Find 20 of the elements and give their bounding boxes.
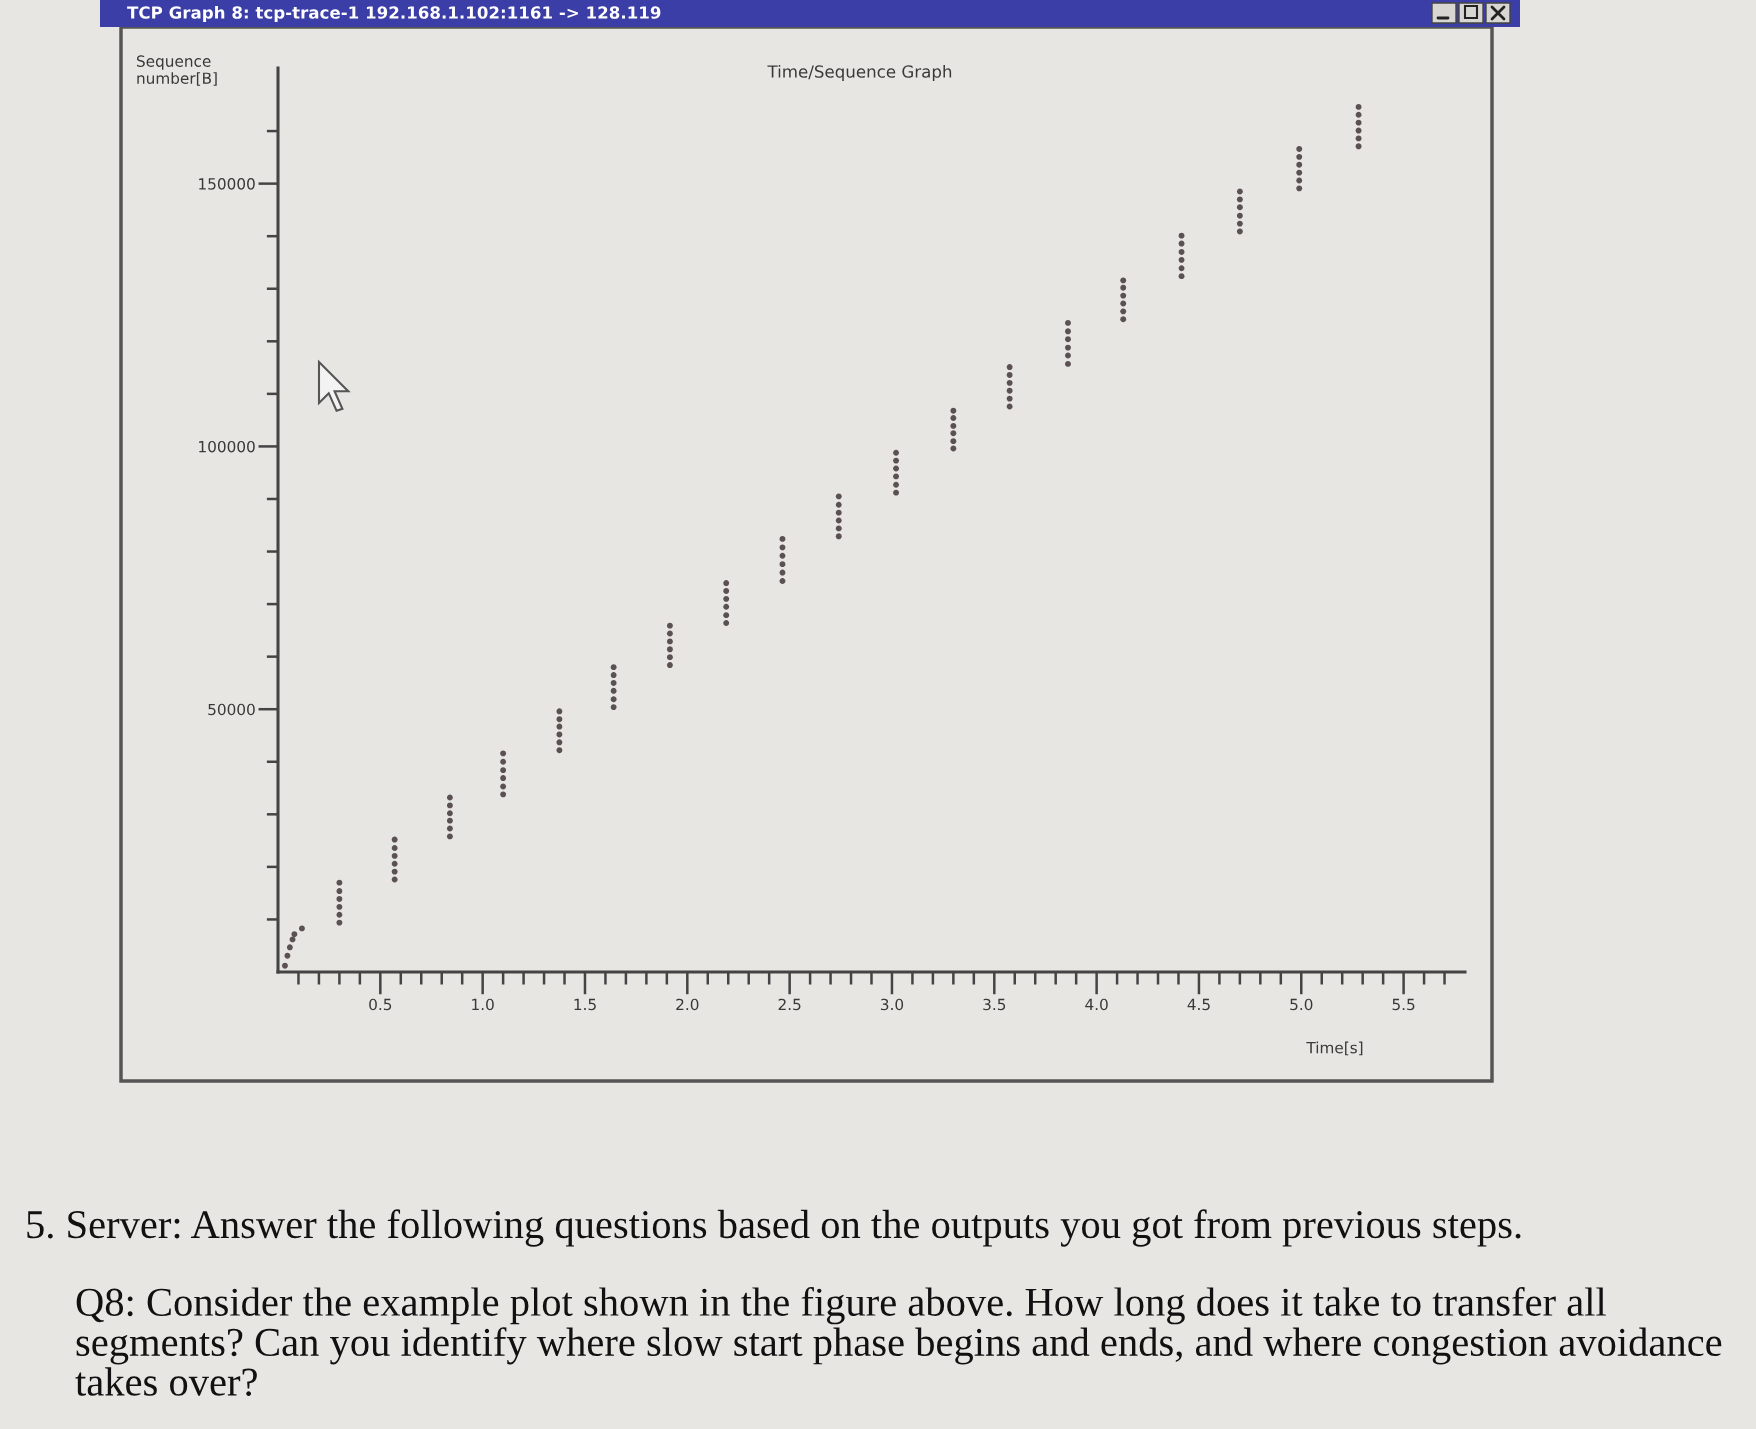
chart-subtitle: Time/Sequence Graph: [767, 64, 952, 82]
x-tick-label: 1.0: [472, 998, 494, 1011]
x-tick-label: 2.5: [778, 998, 801, 1011]
x-tick-label: 0.5: [369, 998, 392, 1011]
y-tick-label: 150000: [199, 178, 255, 190]
x-tick-label: 1.5: [574, 998, 596, 1011]
y-tick-label: 50000: [208, 703, 255, 716]
y-tick-label: 100000: [199, 440, 255, 453]
text: Q8: Consider the example plot shown in the figure above. How long does it take to transfer all segments? Can you identify where slow start phase begins and ends, and where congestion avoidance takes over?: [75, 1287, 1722, 1396]
x-tick-label: 5.0: [1290, 998, 1313, 1011]
x-tick-label: 4.5: [1187, 998, 1210, 1011]
x-tick-label: 3.0: [880, 998, 904, 1011]
text: 5. Server: Answer the following questions based on the outputs you got from previous steps.: [27, 1209, 1521, 1247]
chart-title: TCP Graph 8: tcp-trace-1 192.168.1.102:1161 -> 128.119: [127, 5, 661, 23]
x-tick-label: 3.5: [983, 998, 1006, 1011]
x-tick-label: 4.0: [1085, 998, 1108, 1011]
x-tick-label: 5.5: [1392, 998, 1415, 1011]
x-tick-label: 2.0: [676, 998, 699, 1011]
y-axis-title: Sequence number[B]: [136, 55, 217, 86]
x-axis-title: Time[s]: [1306, 1041, 1363, 1056]
